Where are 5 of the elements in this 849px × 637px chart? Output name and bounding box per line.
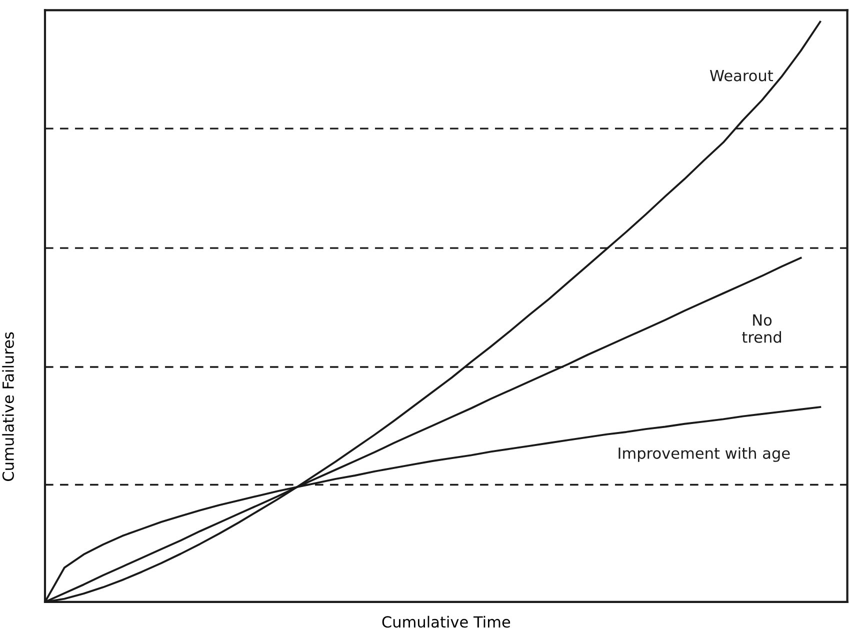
y-axis-title: Cumulative Failures	[2, 332, 14, 481]
series-label: Improvement with age	[618, 447, 790, 462]
series-label: No trend	[742, 314, 781, 343]
series-label: Wearout	[710, 70, 774, 82]
x-axis-title: Cumulative Time	[382, 616, 510, 628]
